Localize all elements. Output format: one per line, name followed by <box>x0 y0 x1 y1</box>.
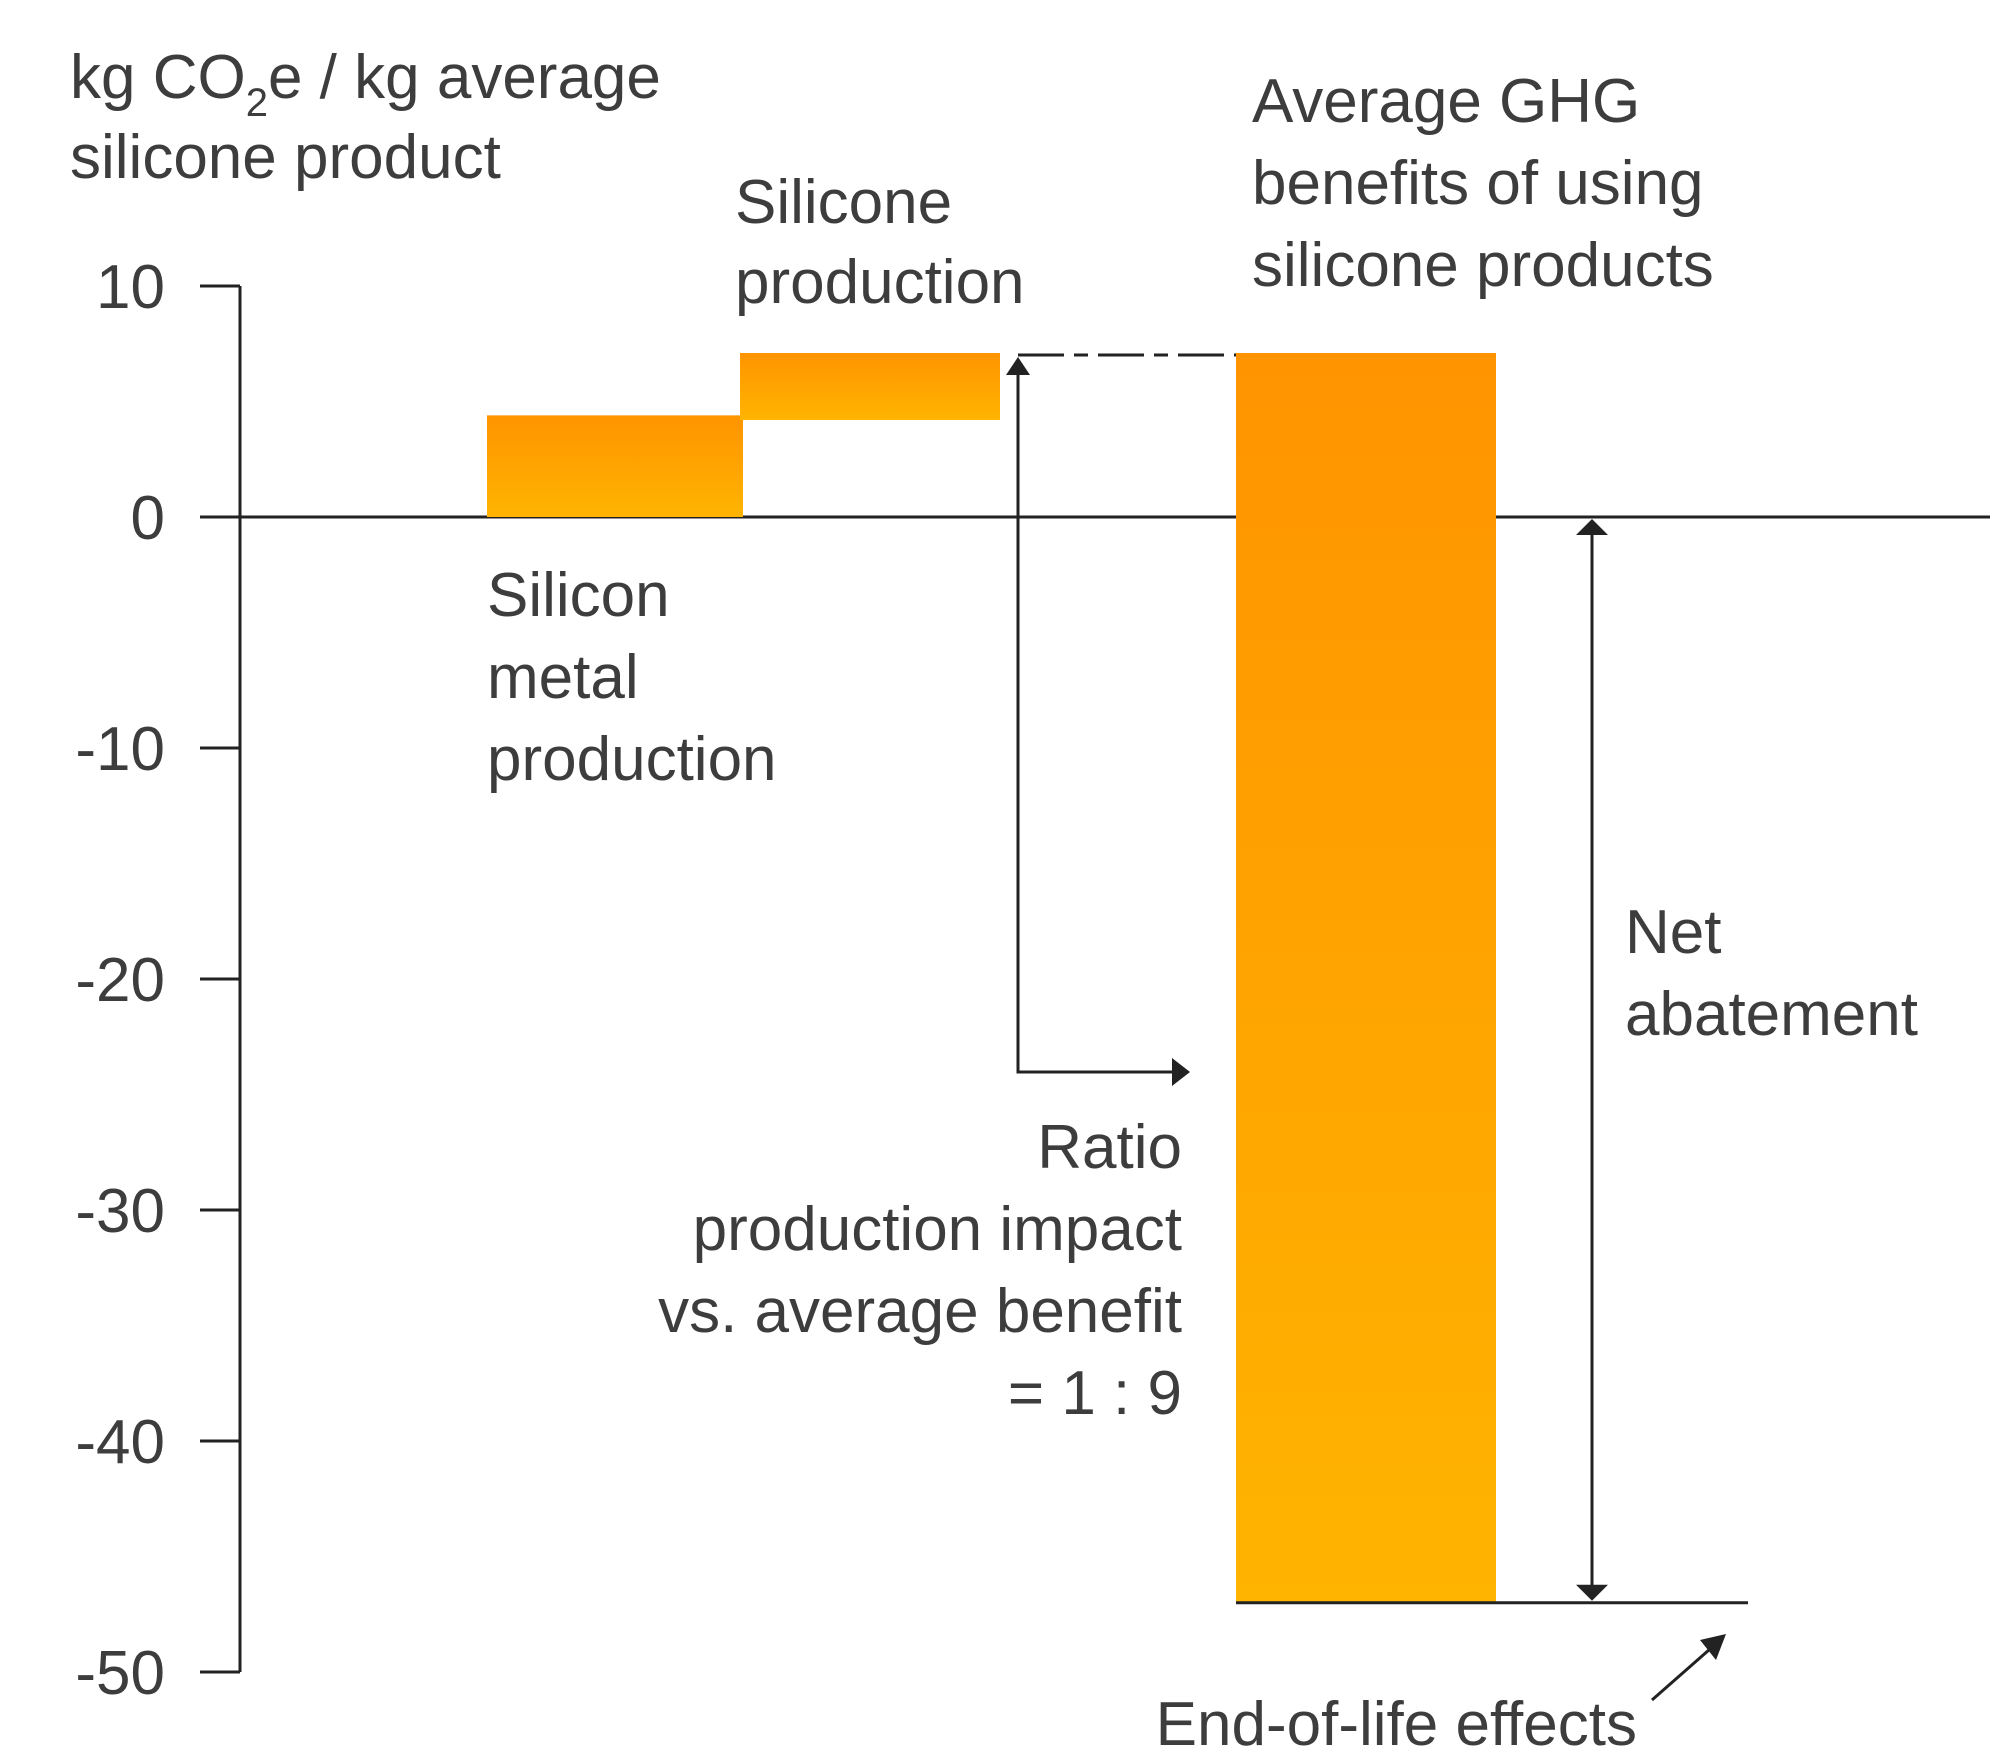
label-net-abatement: Net <box>1625 898 1721 967</box>
label-silicone-production: production <box>735 248 1025 317</box>
y-tick-label: -30 <box>75 1177 165 1246</box>
annotations: Silicone production Silicon metal production… <box>487 67 1918 1759</box>
bar-average-ghg-benefits <box>1236 352 1496 1603</box>
label-net-abatement: abatement <box>1625 980 1918 1049</box>
label-ratio: production impact <box>693 1195 1182 1264</box>
bars <box>487 352 1496 1603</box>
end-of-life-arrowhead <box>1700 1634 1726 1660</box>
label-average-ghg-benefits: benefits of using <box>1252 149 1704 218</box>
net-abatement-arrowhead-up <box>1576 519 1608 535</box>
axes: 10 0 -10 -20 -30 -40 -50 <box>75 253 1990 1708</box>
label-silicon-metal-production: production <box>487 725 777 794</box>
y-tick-label: -50 <box>75 1639 165 1708</box>
net-abatement-arrowhead-down <box>1576 1584 1608 1601</box>
label-silicon-metal-production: Silicon <box>487 561 670 630</box>
y-tick-label: -40 <box>75 1408 165 1477</box>
y-tick-label: -10 <box>75 715 165 784</box>
ratio-arrowhead-up <box>1006 356 1030 375</box>
label-ratio: Ratio <box>1037 1113 1182 1182</box>
y-axis-title-line2: silicone product <box>70 123 501 192</box>
label-average-ghg-benefits: silicone products <box>1252 231 1714 300</box>
label-end-of-life-effects: End-of-life effects <box>1156 1690 1637 1759</box>
label-ratio: vs. average benefit <box>658 1277 1182 1346</box>
label-silicon-metal-production: metal <box>487 643 639 712</box>
label-silicone-production: Silicone <box>735 168 952 237</box>
ratio-bracket-line <box>1016 368 1178 1074</box>
y-tick-label: -20 <box>75 946 165 1015</box>
bar-silicon-metal-production <box>487 415 743 517</box>
y-tick-label: 0 <box>131 484 165 553</box>
y-tick-label: 10 <box>96 253 165 322</box>
bar-silicone-production <box>740 352 1000 420</box>
end-of-life-pointer <box>1651 1640 1719 1702</box>
y-axis-title-line1: kg CO2e / kg average <box>70 43 661 125</box>
label-ratio: = 1 : 9 <box>1008 1359 1182 1428</box>
label-average-ghg-benefits: Average GHG <box>1252 67 1640 136</box>
ratio-arrowhead-right <box>1172 1058 1190 1086</box>
